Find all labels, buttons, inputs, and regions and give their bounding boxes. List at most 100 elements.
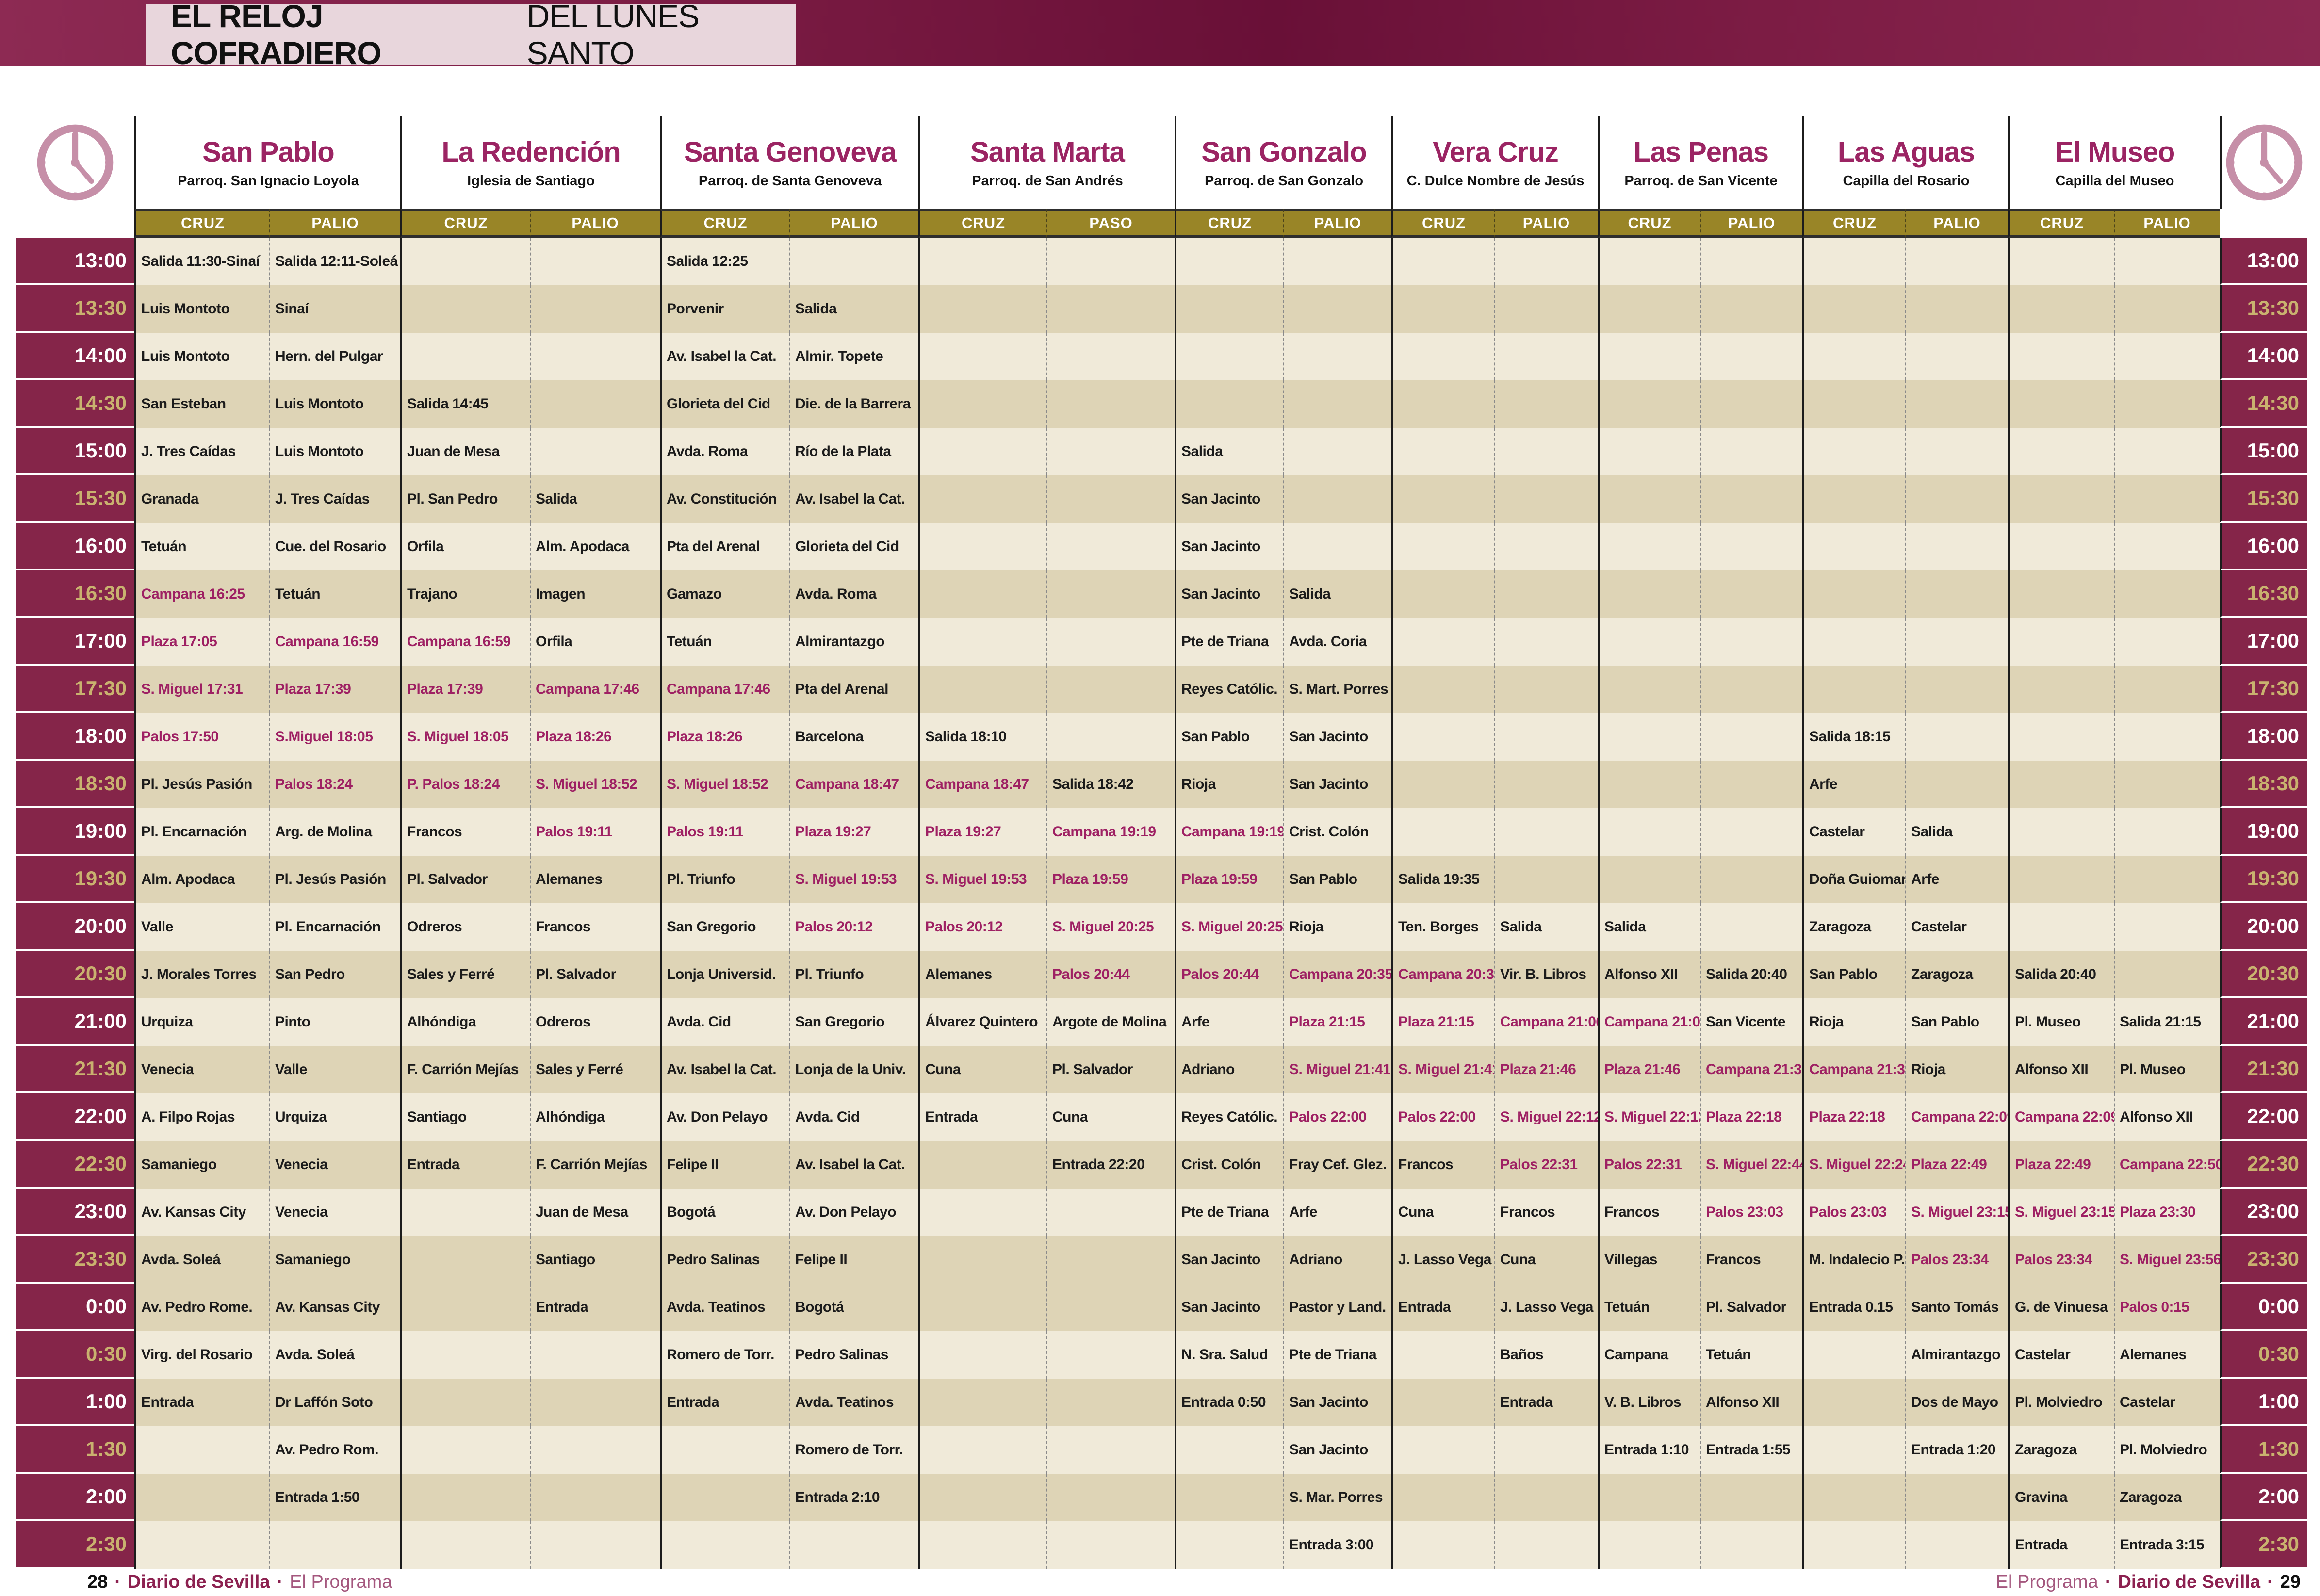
time-label-left: 21:00 — [16, 998, 134, 1046]
schedule-cell — [1494, 856, 1598, 903]
schedule-cell: Plaza 17:39 — [400, 666, 530, 713]
schedule-cell: Fray Cef. Glez. — [1283, 1141, 1391, 1189]
time-label-right: 19:00 — [2220, 808, 2307, 856]
schedule-cell — [1905, 380, 2008, 428]
schedule-cell — [530, 238, 660, 285]
schedule-cell: Avda. Soleá — [269, 1331, 400, 1379]
schedule-cell: Adriano — [1283, 1236, 1391, 1284]
schedule-cell: San Jacinto — [1283, 761, 1391, 808]
schedule-cell — [1802, 1331, 1905, 1379]
schedule-cell — [789, 1521, 918, 1569]
schedule-cell — [918, 475, 1046, 523]
schedule-cell — [2114, 903, 2220, 951]
schedule-cell: Río de la Plata — [789, 428, 918, 475]
schedule-cell — [1802, 380, 1905, 428]
schedule-cell: Avda. Cid — [660, 998, 789, 1046]
schedule-cell: Alhóndiga — [530, 1093, 660, 1141]
schedule-cell: Av. Constitución — [660, 475, 789, 523]
schedule-cell — [1700, 285, 1802, 333]
schedule-cell — [2008, 808, 2114, 856]
schedule-cell — [1598, 523, 1700, 570]
schedule-cell — [2114, 380, 2220, 428]
time-label-right: 21:30 — [2220, 1046, 2307, 1093]
subcolumn-header-cruz: CRUZ — [1391, 209, 1494, 238]
subcolumn-header-palio: PALIO — [2114, 209, 2220, 238]
schedule-cell — [1802, 285, 1905, 333]
schedule-cell: Cuna — [918, 1046, 1046, 1093]
brotherhood-church: Parroq. de San Vicente — [1624, 173, 1778, 189]
subcolumn-header-cruz: CRUZ — [1598, 209, 1700, 238]
time-label-right: 18:30 — [2220, 761, 2307, 808]
schedule-cell — [1494, 761, 1598, 808]
schedule-cell — [2008, 713, 2114, 761]
schedule-cell — [400, 1331, 530, 1379]
schedule-cell — [1598, 1474, 1700, 1521]
schedule-cell — [1905, 1521, 2008, 1569]
footer-separator: · — [2267, 1571, 2273, 1592]
schedule-cell: Palos 20:12 — [918, 903, 1046, 951]
schedule-cell — [1802, 523, 1905, 570]
schedule-cell — [1700, 666, 1802, 713]
schedule-cell: Pl. Encarnación — [134, 808, 269, 856]
schedule-cell: Ten. Borges — [1391, 903, 1494, 951]
clock-icon — [37, 124, 113, 201]
schedule-cell: Palos 23:03 — [1802, 1189, 1905, 1236]
schedule-cell — [2008, 618, 2114, 666]
schedule-cell — [1046, 380, 1175, 428]
time-label-left: 0:30 — [16, 1331, 134, 1379]
schedule-cell: Campana 18:47 — [918, 761, 1046, 808]
schedule-cell: Alfonso XII — [2008, 1046, 2114, 1093]
schedule-cell — [1283, 475, 1391, 523]
clock-right-cell — [2220, 116, 2307, 209]
schedule-cell: Salida 11:30-Sinaí — [134, 238, 269, 285]
brotherhood-church: Capilla del Rosario — [1843, 173, 1970, 189]
schedule-cell — [918, 666, 1046, 713]
schedule-cell: Palos 23:03 — [1700, 1189, 1802, 1236]
time-label-right: 23:00 — [2220, 1189, 2307, 1236]
brotherhood-name: Las Aguas — [1837, 136, 1975, 168]
schedule-cell: Gamazo — [660, 570, 789, 618]
schedule-cell — [1494, 523, 1598, 570]
time-label-left: 14:00 — [16, 333, 134, 380]
schedule-cell: Plaza 23:30 — [2114, 1189, 2220, 1236]
schedule-cell: A. Filpo Rojas — [134, 1093, 269, 1141]
schedule-cell: Palos 23:34 — [2008, 1236, 2114, 1284]
schedule-cell — [1598, 856, 1700, 903]
schedule-cell — [918, 1284, 1046, 1331]
schedule-cell: S. Miguel 18:05 — [400, 713, 530, 761]
schedule-cell: Salida — [1598, 903, 1700, 951]
schedule-cell — [1391, 618, 1494, 666]
brotherhood-church: Parroq. de San Andrés — [972, 173, 1123, 189]
schedule-cell — [1046, 523, 1175, 570]
schedule-cell: Alemanes — [2114, 1331, 2220, 1379]
schedule-cell: J. Tres Caídas — [269, 475, 400, 523]
schedule-cell: Santiago — [400, 1093, 530, 1141]
brotherhood-header-santa-genoveva: Santa Genoveva Parroq. de Santa Genoveva — [660, 116, 918, 209]
schedule-cell: Plaza 17:05 — [134, 618, 269, 666]
schedule-cell: J. Morales Torres — [134, 951, 269, 998]
schedule-cell — [1700, 761, 1802, 808]
schedule-cell — [2114, 951, 2220, 998]
newspaper-brand: Diario de Sevilla — [2118, 1571, 2261, 1592]
schedule-cell: Glorieta del Cid — [789, 523, 918, 570]
schedule-cell: Zaragoza — [2008, 1426, 2114, 1474]
brotherhood-name: Las Penas — [1634, 136, 1769, 168]
time-label-right: 18:00 — [2220, 713, 2307, 761]
schedule-cell: Entrada — [134, 1379, 269, 1426]
schedule-cell: S. Miguel 22:12 — [1494, 1093, 1598, 1141]
schedule-cell: Avda. Teatinos — [789, 1379, 918, 1426]
subcolumn-header-cruz: CRUZ — [400, 209, 530, 238]
schedule-cell — [918, 523, 1046, 570]
schedule-cell: Valle — [134, 903, 269, 951]
schedule-cell: Pl. Molviedro — [2114, 1426, 2220, 1474]
schedule-cell: Sales y Ferré — [400, 951, 530, 998]
schedule-cell: Palos 17:50 — [134, 713, 269, 761]
time-label-right: 0:00 — [2220, 1284, 2307, 1331]
schedule-cell: S. Miguel 21:41 — [1283, 1046, 1391, 1093]
schedule-cell — [1905, 333, 2008, 380]
time-label-left: 2:30 — [16, 1521, 134, 1569]
schedule-cell: Urquiza — [269, 1093, 400, 1141]
schedule-cell: Pl. Triunfo — [789, 951, 918, 998]
schedule-cell: Plaza 17:39 — [269, 666, 400, 713]
subcolumn-header-palio: PALIO — [1283, 209, 1391, 238]
